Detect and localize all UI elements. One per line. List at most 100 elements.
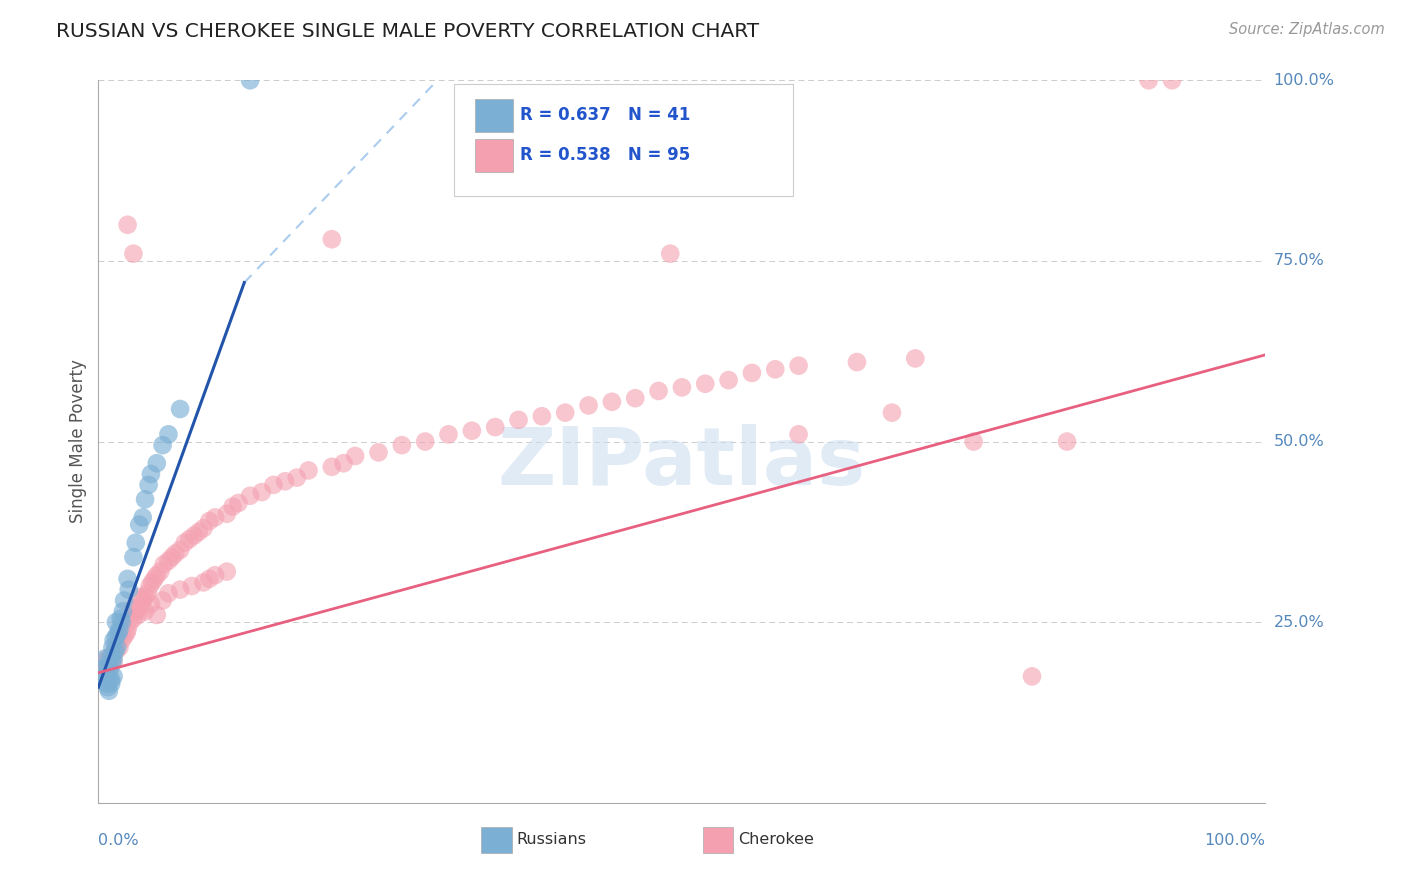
Point (128, 590, 150, 604)
Point (117, 623, 139, 637)
Point (332, 456, 354, 470)
Point (183, 528, 205, 542)
Point (97, 680, 120, 694)
Point (132, 593, 155, 607)
Point (344, 449, 367, 463)
Point (215, 565, 238, 579)
Point (157, 586, 180, 600)
Point (111, 615, 134, 630)
Point (413, 434, 436, 449)
Point (297, 463, 319, 477)
Point (122, 550, 145, 565)
Text: Source: ZipAtlas.com: Source: ZipAtlas.com (1229, 22, 1385, 37)
Point (98, 651, 121, 665)
Point (1056, 434, 1078, 449)
Point (1137, 73, 1160, 87)
Point (103, 651, 125, 665)
Point (125, 604, 148, 618)
Point (152, 558, 174, 572)
Point (105, 640, 128, 655)
Point (146, 607, 169, 622)
Point (239, 489, 262, 503)
Point (97, 669, 120, 683)
Point (111, 633, 134, 648)
Point (118, 615, 141, 630)
Point (112, 593, 135, 607)
Point (169, 402, 191, 417)
Text: 100.0%: 100.0% (1205, 833, 1265, 848)
Point (285, 470, 308, 484)
Point (134, 590, 156, 604)
Point (198, 572, 221, 586)
Point (578, 398, 600, 412)
Text: 100.0%: 100.0% (1274, 73, 1334, 87)
Text: 75.0%: 75.0% (1274, 253, 1324, 268)
Point (530, 409, 553, 424)
Point (104, 615, 127, 630)
Point (160, 550, 183, 565)
Point (93, 655, 115, 669)
Y-axis label: Single Male Poverty: Single Male Poverty (69, 359, 87, 524)
Point (554, 406, 576, 420)
Point (391, 438, 413, 452)
Point (274, 475, 297, 489)
Point (193, 575, 215, 590)
Point (193, 521, 215, 535)
Point (321, 232, 343, 246)
Point (100, 676, 122, 690)
Point (152, 438, 174, 452)
Point (367, 445, 389, 459)
Point (122, 246, 145, 260)
Point (215, 507, 238, 521)
Point (90, 662, 112, 676)
Point (228, 496, 250, 510)
Point (741, 366, 763, 380)
Point (187, 524, 209, 539)
Text: 0.0%: 0.0% (98, 833, 139, 848)
Point (671, 380, 693, 394)
Point (695, 376, 717, 391)
Point (117, 218, 139, 232)
Point (152, 593, 174, 607)
Point (97, 651, 120, 665)
Point (484, 420, 506, 434)
FancyBboxPatch shape (703, 827, 734, 853)
Text: R = 0.538   N = 95: R = 0.538 N = 95 (520, 145, 690, 164)
Point (97, 658, 120, 673)
Point (115, 626, 138, 640)
Point (461, 424, 484, 438)
Point (129, 600, 152, 615)
Point (846, 355, 869, 369)
Point (136, 586, 159, 600)
Point (169, 582, 191, 597)
Point (103, 633, 125, 648)
Point (962, 434, 984, 449)
Point (97, 683, 120, 698)
Point (98, 662, 121, 676)
Point (659, 246, 682, 260)
Point (165, 547, 187, 561)
Point (112, 630, 135, 644)
FancyBboxPatch shape (454, 84, 793, 196)
Point (110, 611, 132, 625)
Point (101, 655, 124, 669)
Point (239, 73, 262, 87)
Point (107, 626, 129, 640)
Point (180, 579, 202, 593)
Point (103, 655, 125, 669)
Point (146, 568, 169, 582)
Point (508, 413, 530, 427)
Point (105, 637, 128, 651)
Point (600, 394, 623, 409)
Point (127, 607, 149, 622)
Point (122, 611, 145, 625)
Point (96, 676, 118, 690)
Point (143, 572, 166, 586)
Point (108, 640, 131, 655)
Point (321, 459, 343, 474)
Point (904, 351, 927, 366)
Point (141, 575, 163, 590)
Point (118, 582, 141, 597)
Point (204, 568, 226, 582)
Point (101, 640, 124, 655)
